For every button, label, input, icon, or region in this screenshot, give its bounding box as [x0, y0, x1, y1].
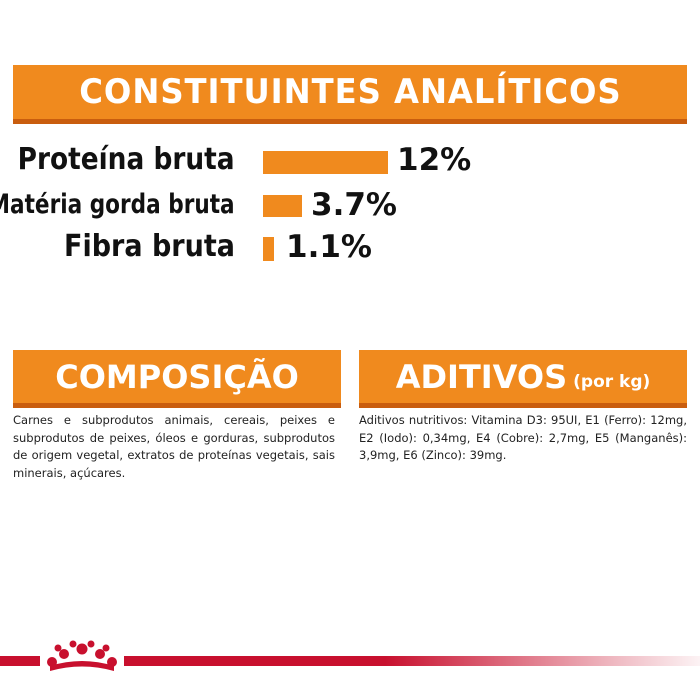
nutrient-bar — [263, 237, 275, 261]
nutrient-value: 1.1% — [286, 229, 372, 265]
composition-title: COMPOSIÇÃO — [55, 357, 299, 396]
footer-stripe — [0, 656, 700, 666]
nutrient-label: Matéria gorda bruta — [0, 189, 235, 220]
crown-logo-icon — [40, 636, 124, 676]
nutrient-label: Fibra bruta — [64, 229, 235, 264]
nutrient-row-protein: Proteína bruta 12% — [0, 142, 700, 182]
nutrient-value: 12% — [397, 142, 472, 178]
nutrient-bar — [263, 195, 302, 217]
additives-title-suffix: (por kg) — [573, 371, 651, 392]
analytic-title: CONSTITUINTES ANALÍTICOS — [78, 72, 622, 112]
analytic-banner: CONSTITUINTES ANALÍTICOS — [13, 65, 687, 124]
composition-banner: COMPOSIÇÃO — [13, 350, 341, 408]
nutrient-row-fiber: Fibra bruta 1.1% — [0, 229, 700, 269]
nutrient-label: Proteína bruta — [17, 142, 235, 177]
additives-banner: ADITIVOS (por kg) — [359, 350, 687, 408]
additives-text: Aditivos nutritivos: Vitamina D3: 95UI, … — [359, 413, 687, 462]
nutrient-row-fat: Matéria gorda bruta 3.7% — [0, 187, 700, 227]
nutrient-value: 3.7% — [311, 187, 397, 223]
nutrient-bar — [263, 151, 388, 174]
additives-title: ADITIVOS — [395, 357, 568, 396]
composition-text: Carnes e subprodutos animais, cereais, p… — [13, 413, 335, 480]
